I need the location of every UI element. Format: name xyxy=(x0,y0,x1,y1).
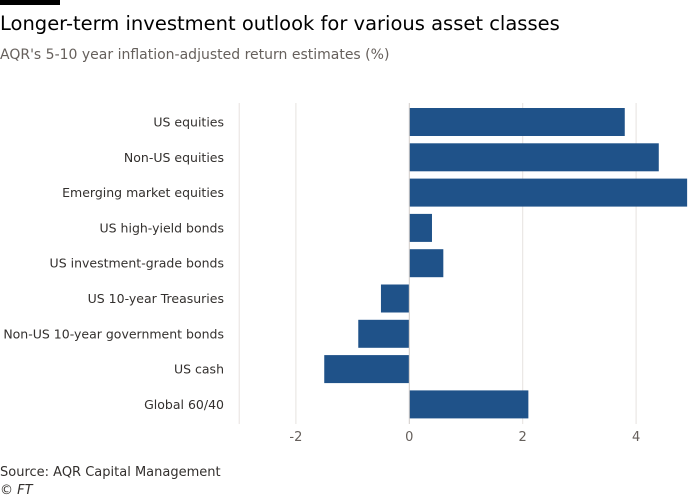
category-label: US equities xyxy=(153,115,224,130)
x-tick-label: 0 xyxy=(405,430,413,445)
bar-5 xyxy=(380,284,410,313)
category-label: US high-yield bonds xyxy=(100,220,225,235)
category-label: Global 60/40 xyxy=(144,397,224,412)
bar-7 xyxy=(324,355,410,384)
bar-4 xyxy=(409,249,444,278)
bar-0 xyxy=(409,108,625,136)
category-label: Non-US equities xyxy=(124,150,224,165)
source-note: Source: AQR Capital Management xyxy=(0,465,221,480)
category-label: Emerging market equities xyxy=(62,185,224,200)
category-label: Non-US 10-year government bonds xyxy=(3,326,224,341)
category-label: US investment-grade bonds xyxy=(50,256,224,271)
ft-top-bar xyxy=(0,0,60,5)
ft-credit: © FT xyxy=(0,483,33,498)
x-tick-label: 4 xyxy=(632,430,640,445)
bar-3 xyxy=(409,213,432,242)
x-tick-label: 2 xyxy=(519,430,527,445)
x-tick-label: -2 xyxy=(289,430,302,445)
bar-1 xyxy=(409,143,659,172)
chart-subtitle: AQR's 5-10 year inflation-adjusted retur… xyxy=(0,47,390,63)
category-label: US cash xyxy=(174,362,224,377)
bar-2 xyxy=(409,178,688,207)
chart-title: Longer-term investment outlook for vario… xyxy=(0,12,560,35)
bar-8 xyxy=(409,390,529,419)
bar-6 xyxy=(358,319,410,348)
category-label: US 10-year Treasuries xyxy=(88,291,224,306)
